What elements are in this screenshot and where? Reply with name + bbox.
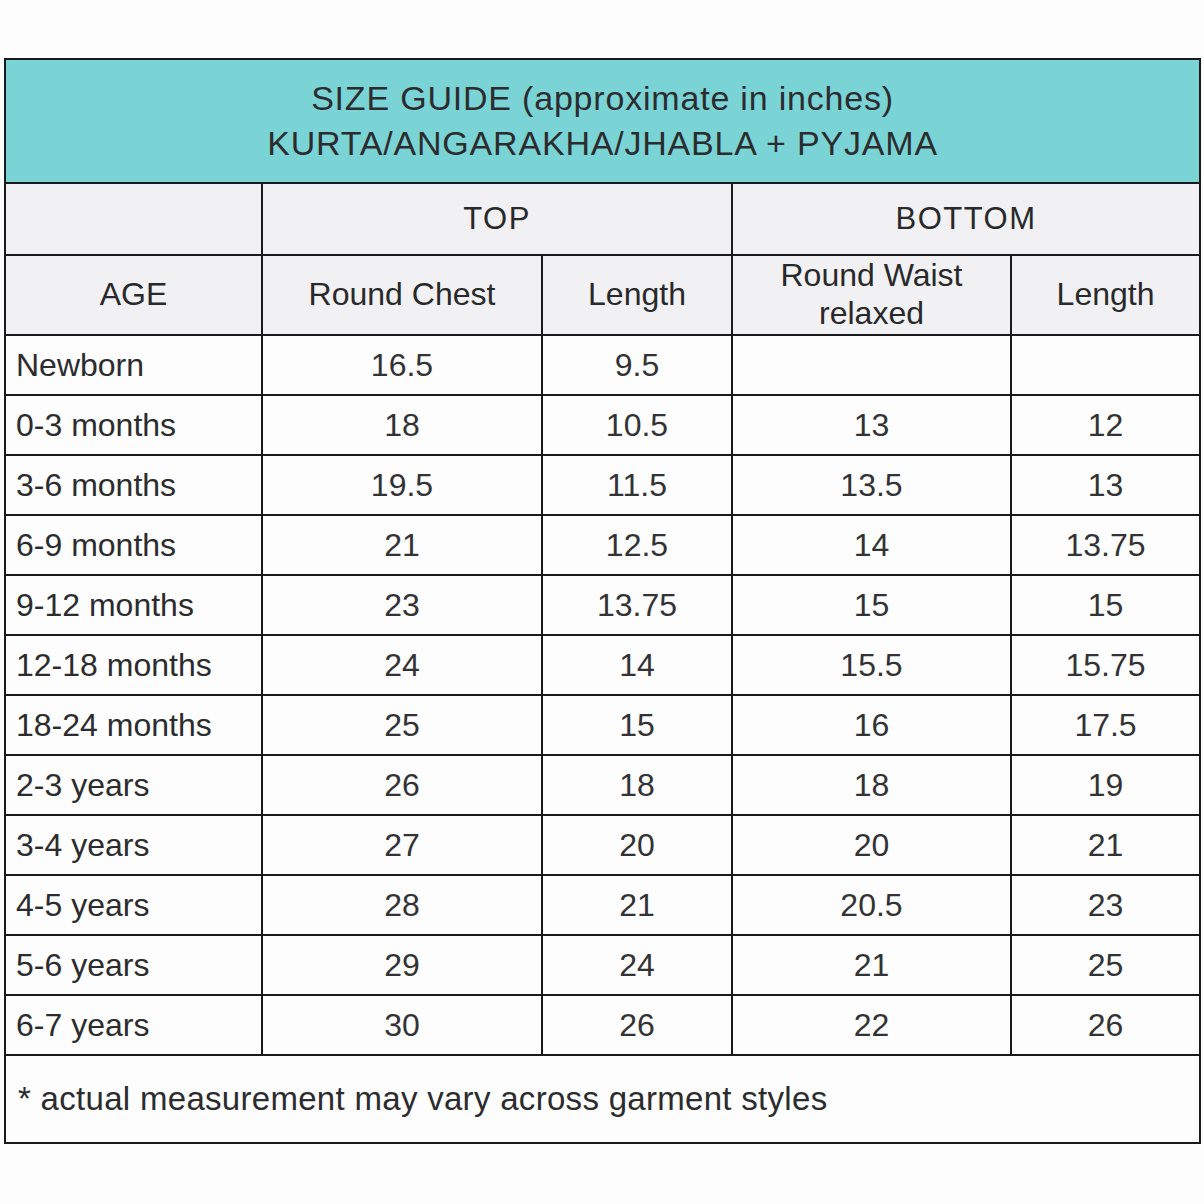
- cell-round-waist: 22: [732, 995, 1011, 1055]
- cell-age: Newborn: [5, 335, 262, 395]
- table-row: 4-5 years 28 21 20.5 23: [5, 875, 1200, 935]
- cell-round-chest: 21: [262, 515, 542, 575]
- cell-top-length: 10.5: [542, 395, 732, 455]
- cell-age: 5-6 years: [5, 935, 262, 995]
- cell-round-waist: 13.5: [732, 455, 1011, 515]
- cell-top-length: 15: [542, 695, 732, 755]
- cell-age: 0-3 months: [5, 395, 262, 455]
- cell-age: 6-9 months: [5, 515, 262, 575]
- cell-round-waist: 16: [732, 695, 1011, 755]
- cell-top-length: 26: [542, 995, 732, 1055]
- table-row: 3-6 months 19.5 11.5 13.5 13: [5, 455, 1200, 515]
- footnote: * actual measurement may vary across gar…: [5, 1055, 1200, 1143]
- group-header-bottom: BOTTOM: [732, 183, 1200, 255]
- cell-round-waist: 15: [732, 575, 1011, 635]
- cell-age: 4-5 years: [5, 875, 262, 935]
- title-line-1: SIZE GUIDE (approximate in inches): [6, 76, 1199, 121]
- cell-top-length: 12.5: [542, 515, 732, 575]
- group-header-top: TOP: [262, 183, 732, 255]
- cell-round-waist: 18: [732, 755, 1011, 815]
- cell-round-chest: 18: [262, 395, 542, 455]
- cell-top-length: 14: [542, 635, 732, 695]
- cell-top-length: 21: [542, 875, 732, 935]
- group-header-row: TOP BOTTOM: [5, 183, 1200, 255]
- table-title-banner: SIZE GUIDE (approximate in inches) KURTA…: [5, 59, 1200, 183]
- table-row: 0-3 months 18 10.5 13 12: [5, 395, 1200, 455]
- cell-bottom-length: 15: [1011, 575, 1200, 635]
- cell-age: 6-7 years: [5, 995, 262, 1055]
- corner-cell: [5, 183, 262, 255]
- cell-top-length: 24: [542, 935, 732, 995]
- cell-round-chest: 23: [262, 575, 542, 635]
- cell-age: 3-6 months: [5, 455, 262, 515]
- cell-round-waist: 15.5: [732, 635, 1011, 695]
- cell-bottom-length: 13.75: [1011, 515, 1200, 575]
- cell-bottom-length: 13: [1011, 455, 1200, 515]
- cell-round-chest: 29: [262, 935, 542, 995]
- cell-bottom-length: 26: [1011, 995, 1200, 1055]
- cell-round-chest: 19.5: [262, 455, 542, 515]
- cell-round-chest: 25: [262, 695, 542, 755]
- cell-top-length: 11.5: [542, 455, 732, 515]
- table-row: 9-12 months 23 13.75 15 15: [5, 575, 1200, 635]
- cell-round-waist: 21: [732, 935, 1011, 995]
- page: SIZE GUIDE (approximate in inches) KURTA…: [0, 0, 1204, 1204]
- cell-top-length: 18: [542, 755, 732, 815]
- cell-round-chest: 27: [262, 815, 542, 875]
- cell-top-length: 9.5: [542, 335, 732, 395]
- cell-top-length: 20: [542, 815, 732, 875]
- column-header-round-waist: Round Waist relaxed: [732, 255, 1011, 335]
- table-row: Newborn 16.5 9.5: [5, 335, 1200, 395]
- cell-round-chest: 28: [262, 875, 542, 935]
- cell-bottom-length: 17.5: [1011, 695, 1200, 755]
- table-row: 5-6 years 29 24 21 25: [5, 935, 1200, 995]
- cell-bottom-length: 23: [1011, 875, 1200, 935]
- footnote-row: * actual measurement may vary across gar…: [5, 1055, 1200, 1143]
- banner-row: SIZE GUIDE (approximate in inches) KURTA…: [5, 59, 1200, 183]
- cell-bottom-length: 21: [1011, 815, 1200, 875]
- cell-round-waist: 14: [732, 515, 1011, 575]
- cell-round-waist: [732, 335, 1011, 395]
- cell-bottom-length: [1011, 335, 1200, 395]
- column-header-row: AGE Round Chest Length Round Waist relax…: [5, 255, 1200, 335]
- cell-round-chest: 16.5: [262, 335, 542, 395]
- cell-round-waist: 20: [732, 815, 1011, 875]
- cell-bottom-length: 15.75: [1011, 635, 1200, 695]
- column-header-top-length: Length: [542, 255, 732, 335]
- column-header-bottom-length: Length: [1011, 255, 1200, 335]
- cell-round-waist: 13: [732, 395, 1011, 455]
- table-row: 12-18 months 24 14 15.5 15.75: [5, 635, 1200, 695]
- size-guide-table: SIZE GUIDE (approximate in inches) KURTA…: [4, 58, 1201, 1144]
- cell-bottom-length: 25: [1011, 935, 1200, 995]
- cell-age: 9-12 months: [5, 575, 262, 635]
- table-row: 18-24 months 25 15 16 17.5: [5, 695, 1200, 755]
- cell-round-chest: 30: [262, 995, 542, 1055]
- column-header-age: AGE: [5, 255, 262, 335]
- cell-top-length: 13.75: [542, 575, 732, 635]
- title-line-2: KURTA/ANGARAKHA/JHABLA + PYJAMA: [6, 121, 1199, 166]
- table-row: 6-9 months 21 12.5 14 13.75: [5, 515, 1200, 575]
- cell-round-chest: 26: [262, 755, 542, 815]
- cell-age: 18-24 months: [5, 695, 262, 755]
- cell-round-chest: 24: [262, 635, 542, 695]
- cell-age: 2-3 years: [5, 755, 262, 815]
- cell-round-waist: 20.5: [732, 875, 1011, 935]
- table-row: 6-7 years 30 26 22 26: [5, 995, 1200, 1055]
- cell-bottom-length: 12: [1011, 395, 1200, 455]
- column-header-round-chest: Round Chest: [262, 255, 542, 335]
- cell-bottom-length: 19: [1011, 755, 1200, 815]
- table-row: 2-3 years 26 18 18 19: [5, 755, 1200, 815]
- cell-age: 3-4 years: [5, 815, 262, 875]
- cell-age: 12-18 months: [5, 635, 262, 695]
- table-row: 3-4 years 27 20 20 21: [5, 815, 1200, 875]
